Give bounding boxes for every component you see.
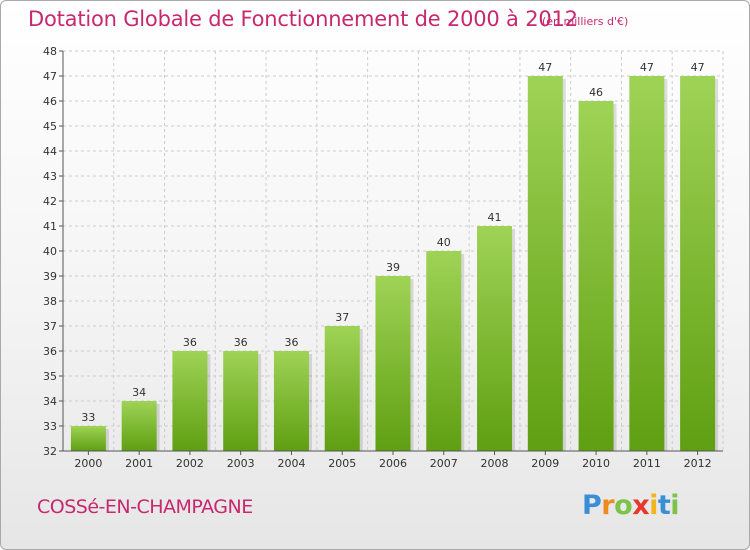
bars [70, 76, 719, 451]
y-tick-label: 33 [43, 420, 57, 433]
bar [477, 226, 513, 451]
x-tick-label: 2005 [328, 457, 356, 470]
x-tick-label: 2010 [582, 457, 610, 470]
y-tick-label: 34 [43, 395, 57, 408]
logo-letter: o [614, 490, 633, 521]
x-tick-label: 2008 [481, 457, 509, 470]
data-label: 36 [234, 336, 248, 349]
data-label: 36 [284, 336, 298, 349]
data-label: 37 [335, 311, 349, 324]
y-tick-label: 43 [43, 170, 57, 183]
logo-letter: x [632, 490, 650, 521]
bar [223, 351, 259, 451]
data-label: 46 [589, 86, 603, 99]
labels: 32 33 34 35 36 37 38 39 40 41 42 43 44 45 46 47 48 33 2000… [43, 45, 712, 470]
bar [70, 426, 106, 451]
chart-title: Dotation Globale de Fonctionnement de 20… [28, 7, 578, 31]
bar [680, 76, 716, 451]
data-label: 47 [538, 61, 552, 74]
logo-letter: i [649, 490, 658, 521]
x-tick-label: 2012 [684, 457, 712, 470]
x-tick-label: 2006 [379, 457, 407, 470]
logo-letter: P [582, 490, 602, 521]
bar [121, 401, 157, 451]
x-tick-label: 2004 [277, 457, 305, 470]
y-tick-label: 42 [43, 195, 57, 208]
data-label: 40 [437, 236, 451, 249]
bar [578, 101, 614, 451]
logo-letter: i [670, 490, 680, 521]
y-tick-label: 37 [43, 320, 57, 333]
data-label: 34 [132, 386, 146, 399]
data-label: 36 [183, 336, 197, 349]
y-tick-label: 44 [43, 145, 57, 158]
proxiti-logo: Proxiti [582, 490, 680, 521]
bar [324, 326, 360, 451]
axes [59, 50, 723, 455]
y-tick-label: 47 [43, 70, 57, 83]
bar [172, 351, 208, 451]
commune-name: COSSé-EN-CHAMPAGNE [37, 496, 253, 518]
y-tick-label: 46 [43, 95, 57, 108]
x-tick-label: 2001 [125, 457, 153, 470]
x-tick-label: 2009 [531, 457, 559, 470]
x-tick-label: 2003 [227, 457, 255, 470]
data-label: 47 [691, 61, 705, 74]
y-tick-label: 32 [43, 445, 57, 458]
y-tick-label: 36 [43, 345, 57, 358]
logo-letter: r [601, 490, 615, 521]
x-tick-label: 2002 [176, 457, 204, 470]
x-tick-label: 2011 [633, 457, 661, 470]
bar [426, 251, 462, 451]
data-label: 33 [81, 411, 95, 424]
unit-note: (en milliers d'€) [542, 15, 629, 28]
data-label: 47 [640, 61, 654, 74]
y-tick-label: 39 [43, 270, 57, 283]
bar [273, 351, 309, 451]
bar [629, 76, 665, 451]
logo-letter: t [657, 490, 671, 521]
bar [375, 276, 411, 451]
y-tick-label: 41 [43, 220, 57, 233]
y-tick-label: 45 [43, 120, 57, 133]
data-label: 39 [386, 261, 400, 274]
data-label: 41 [488, 211, 502, 224]
y-tick-label: 40 [43, 245, 57, 258]
y-tick-label: 35 [43, 370, 57, 383]
x-tick-label: 2000 [74, 457, 102, 470]
x-tick-label: 2007 [430, 457, 458, 470]
y-tick-label: 38 [43, 295, 57, 308]
bar [527, 76, 563, 451]
y-tick-label: 48 [43, 45, 57, 58]
